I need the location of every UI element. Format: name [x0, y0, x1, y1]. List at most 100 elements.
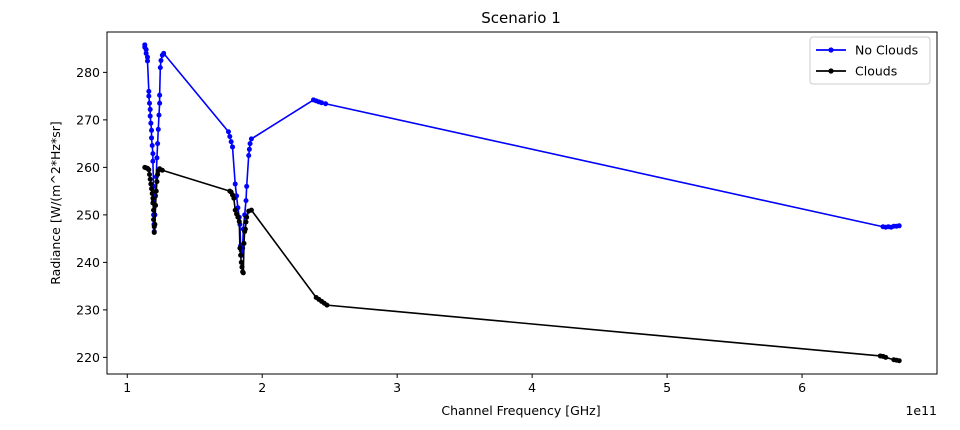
data-point-no-clouds — [248, 136, 254, 142]
data-point-clouds — [237, 245, 243, 251]
data-point-clouds — [241, 240, 247, 246]
data-point-no-clouds — [149, 143, 155, 149]
data-point-clouds — [148, 181, 154, 187]
y-tick-label: 230 — [76, 302, 100, 317]
x-tick-label: 5 — [663, 380, 671, 395]
data-point-clouds — [153, 188, 159, 194]
chart-title: Scenario 1 — [481, 9, 561, 27]
x-tick-label: 3 — [393, 380, 401, 395]
data-point-clouds — [151, 207, 157, 213]
series-layer — [142, 42, 902, 364]
y-tick-label: 260 — [76, 160, 100, 175]
data-point-clouds — [147, 172, 153, 177]
data-point-clouds — [231, 195, 237, 201]
legend-label-clouds: Clouds — [855, 64, 897, 79]
data-point-no-clouds — [157, 92, 163, 98]
legend-marker-clouds — [828, 68, 834, 74]
data-point-clouds — [152, 221, 158, 227]
data-point-clouds — [239, 264, 245, 270]
data-point-no-clouds — [244, 183, 250, 189]
y-tick-label: 280 — [76, 65, 100, 80]
data-point-no-clouds — [143, 47, 149, 53]
y-tick-label: 250 — [76, 207, 100, 222]
data-point-no-clouds — [143, 50, 149, 56]
y-tick-label: 220 — [76, 350, 100, 365]
data-point-no-clouds — [246, 146, 252, 152]
legend: No Clouds Clouds — [809, 36, 931, 85]
legend-marker-no-clouds — [828, 47, 834, 53]
data-point-no-clouds — [147, 113, 153, 119]
data-point-clouds — [244, 214, 250, 220]
data-point-clouds — [235, 214, 241, 220]
data-point-no-clouds — [232, 181, 238, 187]
x-tick-label: 2 — [258, 380, 266, 395]
data-point-clouds — [240, 270, 246, 276]
data-point-no-clouds — [146, 93, 152, 99]
x-tick-label: 1 — [123, 380, 131, 395]
data-point-no-clouds — [154, 155, 160, 161]
data-point-no-clouds — [158, 58, 164, 63]
data-point-clouds — [883, 354, 889, 360]
data-point-clouds — [242, 226, 248, 232]
data-point-clouds — [896, 358, 902, 364]
y-axis-label: Radiance [W/(m^2*Hz*sr] — [48, 121, 63, 285]
data-point-no-clouds — [150, 151, 156, 157]
data-point-no-clouds — [319, 100, 325, 106]
data-point-no-clouds — [227, 134, 233, 139]
data-point-clouds — [155, 172, 161, 177]
x-axis-label: Channel Frequency [GHz] — [441, 403, 600, 418]
y-tick-label: 270 — [76, 112, 100, 127]
data-point-no-clouds — [150, 158, 156, 164]
data-point-clouds — [151, 229, 157, 235]
x-tick-label: 4 — [528, 380, 536, 395]
data-point-clouds — [149, 191, 155, 196]
data-point-clouds — [238, 252, 244, 258]
legend-label-no-clouds: No Clouds — [855, 43, 918, 58]
data-point-no-clouds — [157, 65, 163, 71]
data-point-no-clouds — [149, 135, 155, 141]
data-point-no-clouds — [161, 50, 167, 56]
data-point-clouds — [151, 217, 157, 223]
data-point-clouds — [324, 302, 330, 308]
axes-layer: 1 2 3 4 5 6 220 230 240 250 260 270 280 — [76, 31, 938, 395]
series-clouds — [142, 164, 902, 364]
data-point-no-clouds — [246, 153, 252, 158]
data-point-clouds — [236, 219, 242, 225]
y-tick-label: 240 — [76, 255, 100, 270]
data-point-no-clouds — [155, 141, 161, 147]
data-point-clouds — [159, 167, 165, 173]
x-tick-label: 6 — [798, 380, 806, 395]
data-point-no-clouds — [155, 126, 161, 132]
legend-box — [809, 36, 931, 85]
data-point-no-clouds — [896, 223, 902, 229]
data-point-no-clouds — [147, 106, 153, 112]
data-point-no-clouds — [243, 198, 249, 204]
data-point-no-clouds — [225, 129, 231, 135]
data-point-clouds — [150, 195, 156, 201]
data-point-no-clouds — [144, 54, 150, 60]
data-point-no-clouds — [146, 88, 152, 94]
data-point-no-clouds — [157, 100, 163, 106]
data-point-no-clouds — [156, 112, 162, 118]
data-point-no-clouds — [144, 58, 150, 64]
data-point-no-clouds — [323, 101, 329, 107]
x-offset-label: 1e11 — [905, 403, 937, 418]
data-point-no-clouds — [228, 139, 234, 145]
data-point-clouds — [147, 176, 153, 182]
data-point-clouds — [149, 186, 155, 192]
data-point-clouds — [146, 167, 152, 173]
data-point-no-clouds — [147, 100, 153, 106]
plot-frame — [106, 31, 938, 375]
data-point-no-clouds — [149, 127, 155, 133]
data-point-clouds — [243, 219, 249, 225]
data-point-no-clouds — [148, 120, 154, 126]
data-point-clouds — [238, 259, 244, 265]
data-point-clouds — [248, 207, 254, 213]
data-point-clouds — [154, 179, 160, 185]
data-point-no-clouds — [247, 141, 253, 147]
data-point-clouds — [153, 202, 159, 208]
data-point-no-clouds — [230, 144, 236, 150]
series-no-clouds — [142, 42, 902, 258]
